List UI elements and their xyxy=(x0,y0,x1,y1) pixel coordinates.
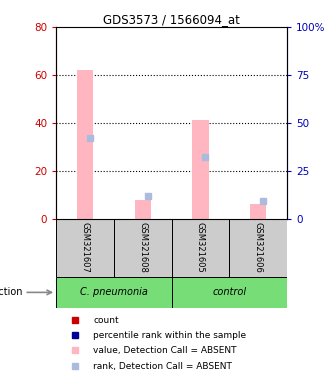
Text: GSM321608: GSM321608 xyxy=(138,222,147,273)
Bar xyxy=(172,277,287,308)
Bar xyxy=(114,219,172,277)
Title: GDS3573 / 1566094_at: GDS3573 / 1566094_at xyxy=(103,13,240,26)
Bar xyxy=(192,121,209,219)
Text: count: count xyxy=(93,316,119,324)
Bar xyxy=(229,219,287,277)
Bar xyxy=(250,204,266,219)
Text: GSM321605: GSM321605 xyxy=(196,222,205,273)
Text: GSM321607: GSM321607 xyxy=(81,222,89,273)
Bar xyxy=(135,200,151,219)
Text: control: control xyxy=(212,287,247,297)
Text: C. pneumonia: C. pneumonia xyxy=(80,287,148,297)
Bar xyxy=(172,219,229,277)
Bar xyxy=(56,277,172,308)
Text: percentile rank within the sample: percentile rank within the sample xyxy=(93,331,246,340)
Bar xyxy=(77,70,93,219)
Text: infection: infection xyxy=(0,287,22,297)
Text: value, Detection Call = ABSENT: value, Detection Call = ABSENT xyxy=(93,346,237,355)
Text: GSM321606: GSM321606 xyxy=(254,222,263,273)
Text: rank, Detection Call = ABSENT: rank, Detection Call = ABSENT xyxy=(93,362,232,371)
Bar xyxy=(56,219,114,277)
